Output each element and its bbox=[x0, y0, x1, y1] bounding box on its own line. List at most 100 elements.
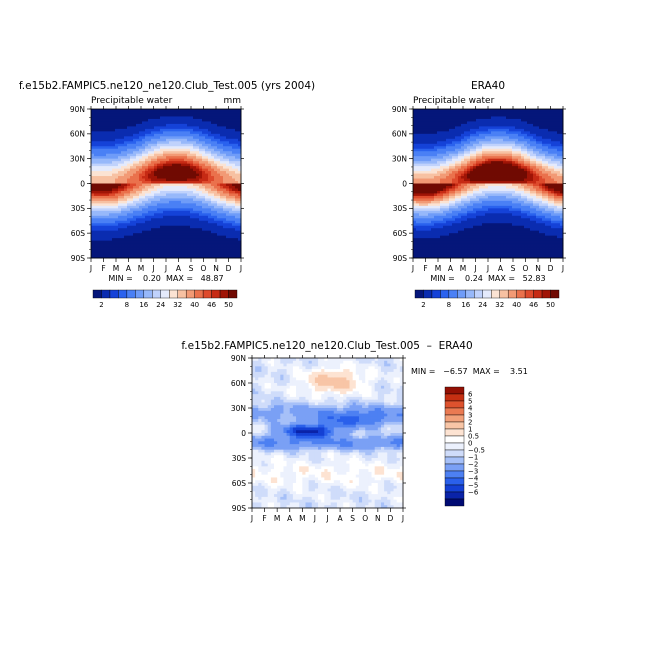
heatmap-cell bbox=[181, 161, 185, 165]
heatmap-cell bbox=[91, 171, 95, 174]
colorbar-box bbox=[118, 289, 128, 299]
heatmap-cell bbox=[443, 111, 447, 115]
heatmap-cell bbox=[431, 178, 435, 182]
heatmap-cell bbox=[208, 190, 212, 194]
heatmap-cell bbox=[413, 203, 417, 207]
heatmap-cell bbox=[425, 223, 429, 227]
heatmap-cell bbox=[479, 190, 483, 194]
heatmap-cell bbox=[106, 176, 110, 179]
heatmap-cell bbox=[497, 198, 501, 202]
heatmap-cell bbox=[127, 188, 131, 192]
heatmap-cell bbox=[229, 156, 233, 160]
heatmap-cell bbox=[175, 250, 179, 254]
heatmap-cell bbox=[497, 230, 501, 234]
heatmap-cell bbox=[208, 178, 212, 182]
heatmap-cell bbox=[151, 113, 155, 117]
heatmap-cell bbox=[145, 138, 149, 142]
heatmap-cell bbox=[223, 113, 227, 117]
heatmap-cell bbox=[461, 205, 465, 209]
heatmap-cell bbox=[115, 208, 119, 212]
heatmap-cell bbox=[431, 163, 435, 167]
heatmap-cell bbox=[500, 188, 504, 192]
heatmap-cell bbox=[479, 243, 483, 246]
heatmap-cell bbox=[163, 230, 167, 234]
heatmap-cell bbox=[446, 173, 450, 177]
heatmap-cell bbox=[500, 121, 504, 125]
heatmap-cell bbox=[211, 193, 215, 197]
heatmap-cell bbox=[94, 123, 98, 127]
heatmap-cell bbox=[106, 255, 110, 259]
heatmap-cell bbox=[109, 178, 113, 182]
heatmap-cell bbox=[419, 220, 423, 224]
heatmap-cell bbox=[419, 156, 423, 160]
heatmap-cell bbox=[434, 210, 438, 214]
heatmap-cell bbox=[151, 253, 155, 256]
heatmap-cell bbox=[446, 131, 450, 135]
heatmap-cell bbox=[428, 228, 432, 232]
heatmap-cell bbox=[115, 220, 119, 224]
heatmap-cell bbox=[142, 161, 146, 165]
heatmap-cell bbox=[455, 235, 459, 239]
heatmap-cell bbox=[467, 240, 471, 244]
heatmap-cell bbox=[163, 141, 167, 145]
heatmap-cell bbox=[202, 213, 206, 217]
heatmap-cell bbox=[190, 205, 194, 209]
heatmap-cell bbox=[136, 198, 140, 202]
heatmap-cell bbox=[127, 190, 131, 194]
heatmap-cell bbox=[121, 111, 125, 115]
heatmap-cell bbox=[166, 156, 170, 160]
heatmap-cell bbox=[166, 255, 170, 259]
heatmap-cell bbox=[419, 116, 423, 120]
heatmap-cell bbox=[181, 253, 185, 256]
heatmap-cell bbox=[491, 250, 495, 254]
heatmap-cell bbox=[485, 176, 489, 179]
heatmap-cell bbox=[232, 248, 236, 251]
heatmap-cell bbox=[205, 171, 209, 174]
heatmap-cell bbox=[467, 188, 471, 192]
heatmap-cell bbox=[440, 176, 444, 179]
heatmap-cell bbox=[485, 193, 489, 197]
heatmap-cell bbox=[175, 111, 179, 115]
heatmap-cell bbox=[130, 225, 134, 229]
heatmap-cell bbox=[491, 223, 495, 227]
heatmap-cell bbox=[494, 121, 498, 125]
heatmap-cell bbox=[506, 148, 510, 152]
heatmap-cell bbox=[103, 240, 107, 244]
heatmap-cell bbox=[217, 255, 221, 259]
heatmap-cell bbox=[431, 230, 435, 234]
heatmap-cell bbox=[455, 205, 459, 209]
heatmap-cell bbox=[193, 205, 197, 209]
heatmap-cell bbox=[464, 250, 468, 254]
heatmap-cell bbox=[482, 111, 486, 115]
heatmap-cell bbox=[202, 210, 206, 214]
heatmap-cell bbox=[449, 190, 453, 194]
heatmap-cell bbox=[94, 203, 98, 207]
heatmap-cell bbox=[175, 215, 179, 219]
heatmap-cell bbox=[419, 223, 423, 227]
heatmap-cell bbox=[482, 109, 486, 112]
heatmap-cell bbox=[112, 131, 116, 135]
heatmap-cell bbox=[160, 128, 164, 132]
heatmap-cell bbox=[223, 245, 227, 249]
heatmap-cell bbox=[482, 248, 486, 251]
heatmap-cell bbox=[145, 210, 149, 214]
heatmap-cell bbox=[223, 153, 227, 157]
heatmap-cell bbox=[169, 146, 173, 150]
heatmap-cell bbox=[491, 248, 495, 251]
heatmap-cell bbox=[118, 173, 122, 177]
heatmap-cell bbox=[485, 195, 489, 199]
heatmap-cell bbox=[112, 208, 116, 212]
heatmap-cell bbox=[443, 181, 447, 184]
heatmap-cell bbox=[205, 238, 209, 242]
heatmap-cell bbox=[482, 141, 486, 145]
heatmap-cell bbox=[208, 185, 212, 189]
heatmap-cell bbox=[208, 148, 212, 152]
heatmap-cell bbox=[169, 151, 173, 155]
heatmap-cell bbox=[100, 203, 104, 207]
heatmap-cell bbox=[235, 220, 239, 224]
heatmap-cell bbox=[226, 181, 230, 184]
heatmap-cell bbox=[121, 178, 125, 182]
heatmap-cell bbox=[151, 198, 155, 202]
heatmap-cell bbox=[226, 255, 230, 259]
heatmap-cell bbox=[223, 178, 227, 182]
